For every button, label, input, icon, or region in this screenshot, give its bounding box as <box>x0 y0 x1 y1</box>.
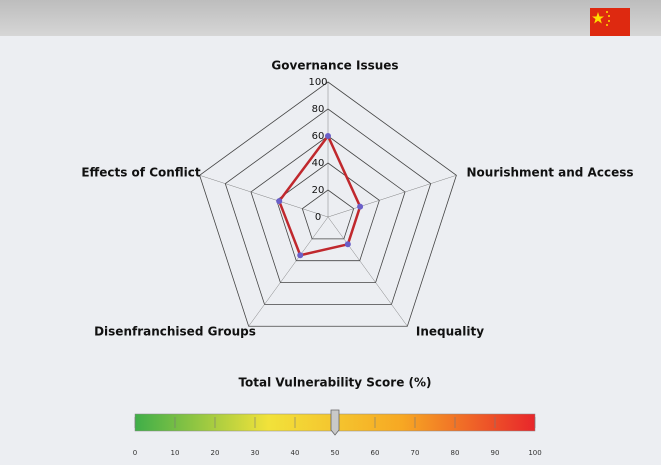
axis-spoke <box>199 175 329 218</box>
gauge-tick-label: 40 <box>291 449 300 457</box>
r-tick-label: 60 <box>312 131 325 142</box>
top-bar <box>0 0 661 36</box>
grid-ring <box>301 189 355 240</box>
category-label: Disenfranchised Groups <box>94 325 256 339</box>
gauge-tick-label: 70 <box>411 449 420 457</box>
category-label: Effects of Conflict <box>81 166 201 180</box>
grid-ring <box>224 108 432 305</box>
gauge-tick-label: 90 <box>491 449 500 457</box>
data-point <box>297 252 304 259</box>
flag <box>590 8 630 36</box>
data-point <box>276 198 283 205</box>
data-point <box>325 133 331 139</box>
category-label: Nourishment and Access <box>467 166 634 180</box>
gauge-marker <box>330 409 340 436</box>
grid-ring <box>199 81 457 327</box>
gauge-tick-label: 10 <box>171 449 180 457</box>
grid-ring <box>250 135 406 283</box>
r-tick-label: 40 <box>312 158 325 169</box>
gauge-tick-label: 0 <box>133 449 137 457</box>
data-line <box>277 134 362 257</box>
r-tick-label: 20 <box>312 185 325 196</box>
r-tick-label: 0 <box>315 212 321 223</box>
gauge-tick-label: 100 <box>528 449 541 457</box>
gauge-tick-label: 80 <box>451 449 460 457</box>
gauge-tick-label: 20 <box>211 449 220 457</box>
axis-spoke <box>327 175 457 218</box>
gauge-tick-label: 30 <box>251 449 260 457</box>
r-tick-label: 80 <box>312 104 325 115</box>
data-point <box>344 241 351 248</box>
data-point <box>357 203 364 210</box>
r-tick-label: 100 <box>308 77 327 88</box>
category-label: Governance Issues <box>271 59 398 73</box>
axis-spoke <box>327 216 408 327</box>
axis-spoke <box>248 216 329 327</box>
gauge-title: Total Vulnerability Score (%) <box>238 376 431 390</box>
gauge-tick-label: 50 <box>331 449 340 457</box>
category-label: Inequality <box>416 325 484 339</box>
gauge-tick-label: 60 <box>371 449 380 457</box>
